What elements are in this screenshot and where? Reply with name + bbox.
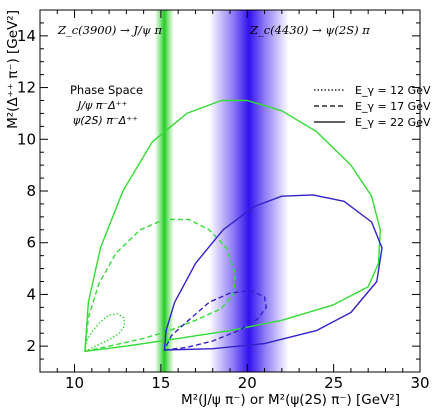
energy-legend-label-17: E_γ = 17 GeV [355, 100, 431, 113]
x-tick-label: 20 [238, 374, 257, 392]
y-tick-label: 6 [26, 234, 36, 252]
phase-space-legend-title: Phase Space [70, 83, 143, 97]
band-label-zc3900: Z_c(3900) → J/ψ π [57, 23, 163, 37]
curve-jpsi-12gev [84, 313, 126, 352]
curve-psi2s-17gev [163, 289, 267, 351]
phase-space-legend-jpsi: J/ψ π⁻Δ⁺⁺ [76, 99, 127, 112]
phase-space-legend-psi2s: ψ(2S) π⁻Δ⁺⁺ [73, 114, 138, 127]
y-tick-label: 10 [17, 130, 36, 148]
x-axis-title: M²(J/ψ π⁻) or M²(ψ(2S) π⁻) [GeV²] [181, 392, 400, 408]
resonance-bands [154, 10, 289, 372]
phase-space-curves [84, 99, 383, 352]
axis-ticks: 10 15 20 25 30 2 4 6 8 10 12 14 [17, 9, 430, 392]
energy-legend-label-22: E_γ = 22 GeV [355, 116, 431, 129]
energy-legend: E_γ = 12 GeV E_γ = 17 GeV E_γ = 22 GeV [314, 84, 431, 129]
curve-psi2s-22gev [163, 194, 383, 351]
y-axis-title: M²(Δ⁺⁺ π⁻) [GeV²] [5, 10, 21, 129]
x-tick-label: 15 [151, 374, 170, 392]
curve-jpsi-17gev [84, 218, 236, 352]
curve-jpsi-22gev [84, 99, 381, 352]
resonance-band-1 [209, 10, 289, 372]
band-label-zc4430: Z_c(4430) → ψ(2S) π [249, 23, 370, 37]
x-tick-label: 25 [324, 374, 343, 392]
y-tick-label: 12 [17, 79, 36, 97]
y-tick-label: 8 [26, 182, 36, 200]
y-tick-label: 14 [17, 27, 36, 45]
resonance-band-0 [154, 10, 174, 372]
y-tick-label: 4 [26, 285, 36, 303]
energy-legend-label-12: E_γ = 12 GeV [355, 84, 431, 97]
x-tick-label: 10 [65, 374, 84, 392]
y-tick-label: 2 [26, 337, 36, 355]
x-tick-label: 30 [410, 374, 429, 392]
